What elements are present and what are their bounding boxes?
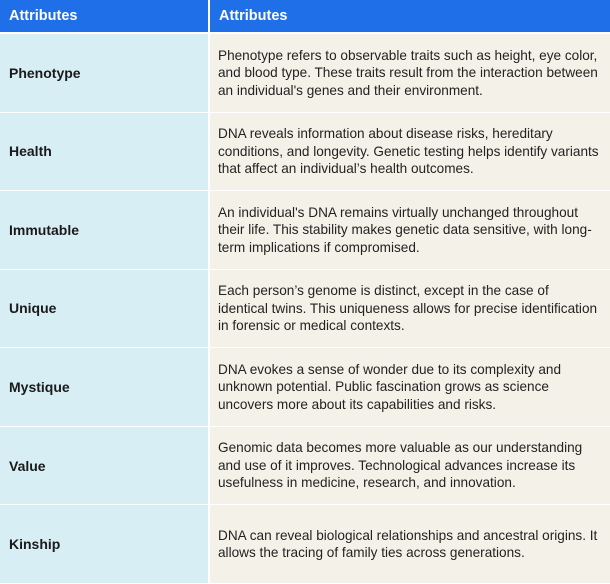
table-row: Immutable An individual's DNA remains vi…: [0, 191, 610, 270]
attribute-cell: Value: [0, 426, 210, 506]
attribute-cell: Phenotype: [0, 34, 210, 113]
table-row: Unique Each person’s genome is distinct,…: [0, 269, 610, 349]
header-attributes-col1: Attributes: [0, 0, 210, 34]
table-body: Phenotype Phenotype refers to observable…: [0, 34, 610, 584]
table-row: Phenotype Phenotype refers to observable…: [0, 34, 610, 113]
table-row: Kinship DNA can reveal biological relati…: [0, 505, 610, 584]
description-cell: Phenotype refers to observable traits su…: [210, 34, 610, 113]
attribute-cell: Health: [0, 112, 210, 192]
attribute-cell: Mystique: [0, 348, 210, 427]
description-cell: DNA evokes a sense of wonder due to its …: [210, 348, 610, 427]
table-row: Health DNA reveals information about dis…: [0, 112, 610, 192]
attribute-cell: Unique: [0, 269, 210, 349]
header-row: Attributes Attributes: [0, 0, 610, 34]
table-header: Attributes Attributes: [0, 0, 610, 34]
header-attributes-col2: Attributes: [210, 0, 610, 34]
description-cell: DNA reveals information about disease ri…: [210, 112, 610, 192]
attribute-cell: Kinship: [0, 505, 210, 584]
description-cell: Genomic data becomes more valuable as ou…: [210, 426, 610, 506]
attribute-cell: Immutable: [0, 191, 210, 270]
table-row: Mystique DNA evokes a sense of wonder du…: [0, 348, 610, 427]
description-cell: An individual's DNA remains virtually un…: [210, 191, 610, 270]
table-row: Value Genomic data becomes more valuable…: [0, 426, 610, 506]
description-cell: DNA can reveal biological relationships …: [210, 505, 610, 584]
description-cell: Each person’s genome is distinct, except…: [210, 269, 610, 349]
